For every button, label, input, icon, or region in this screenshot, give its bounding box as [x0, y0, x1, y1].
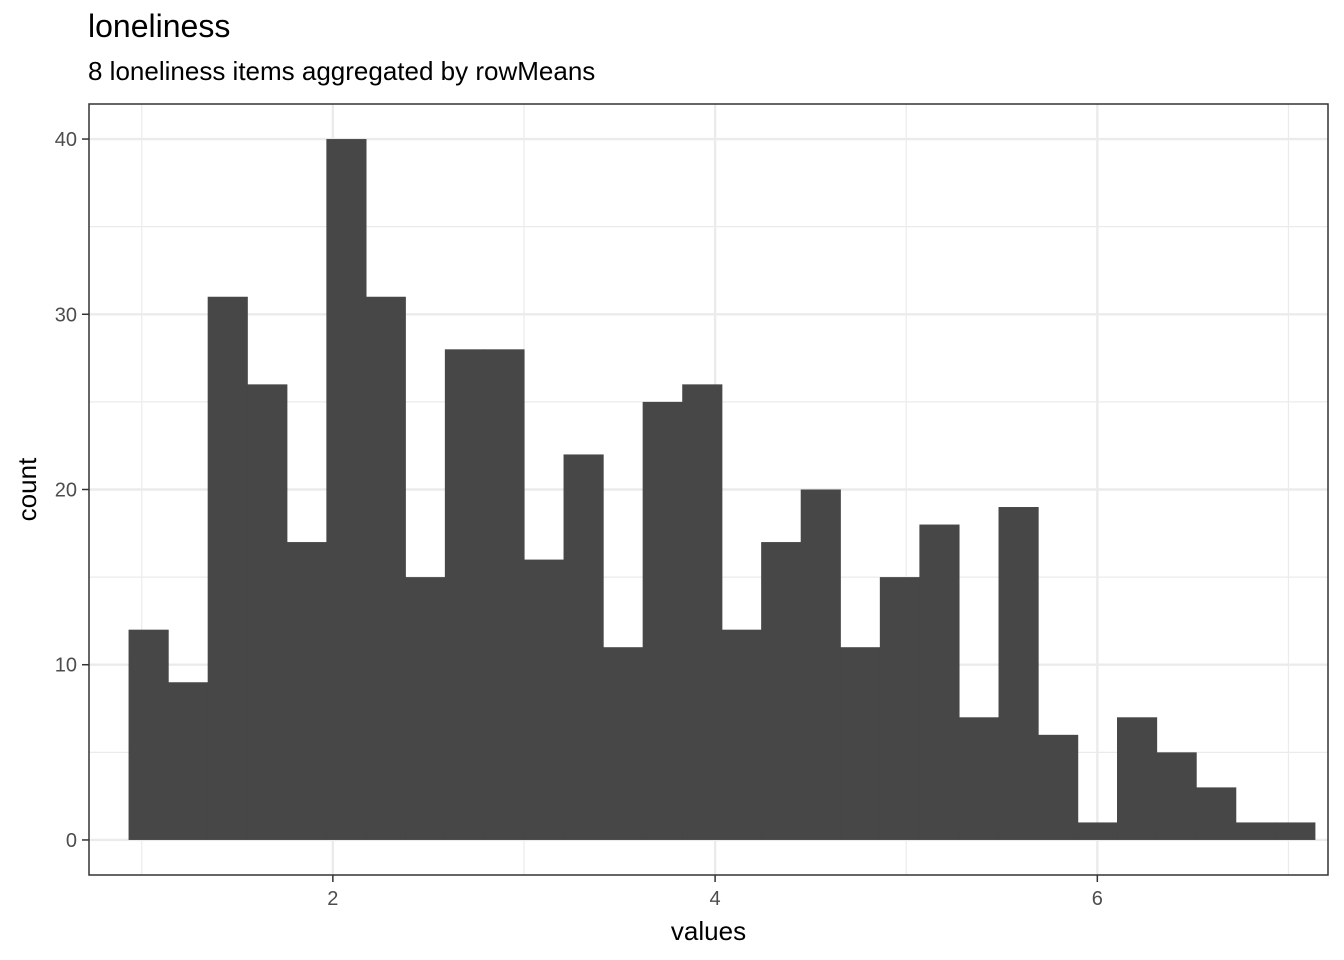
histogram-bar	[1156, 752, 1197, 840]
histogram-bar	[168, 682, 209, 840]
histogram-bar	[563, 454, 604, 840]
histogram-bar	[840, 647, 881, 840]
y-axis-title: count	[12, 457, 42, 521]
histogram-bar	[879, 577, 920, 840]
bars-layer	[128, 139, 1316, 840]
histogram-bar	[326, 139, 367, 840]
histogram-bar	[1038, 734, 1079, 840]
histogram-bar	[642, 401, 683, 840]
histogram-bar	[1196, 787, 1237, 840]
y-tick-label: 40	[55, 129, 77, 151]
histogram-bar	[444, 349, 485, 840]
histogram-bar	[128, 629, 169, 840]
histogram-bar	[1077, 822, 1118, 840]
histogram-bar	[721, 629, 762, 840]
x-axis-title: values	[671, 916, 746, 946]
x-tick-label: 4	[710, 888, 721, 910]
y-tick-label: 20	[55, 480, 77, 502]
histogram-bar	[682, 384, 723, 840]
y-tick-label: 10	[55, 655, 77, 677]
chart-title: loneliness	[88, 8, 231, 44]
histogram-bar	[1117, 717, 1158, 840]
histogram-bar	[1235, 822, 1276, 840]
histogram-bar	[919, 524, 960, 840]
histogram-bar	[800, 489, 841, 840]
histogram-bar	[761, 542, 802, 840]
histogram-bar	[405, 577, 446, 840]
x-tick-label: 6	[1092, 888, 1103, 910]
histogram-bar	[247, 384, 288, 840]
y-tick-label: 30	[55, 304, 77, 326]
histogram-bar	[207, 296, 248, 840]
x-tick-label: 2	[327, 888, 338, 910]
histogram-bar	[365, 296, 406, 840]
histogram-bar	[958, 717, 1000, 840]
chart-subtitle: 8 loneliness items aggregated by rowMean…	[88, 56, 596, 86]
histogram-bar	[1275, 822, 1316, 840]
histogram-bar	[998, 507, 1039, 840]
histogram-bar	[286, 542, 327, 840]
axis-layer: 2 4 6 0 10 20 30 40	[55, 129, 1103, 910]
y-tick-label: 0	[66, 830, 77, 852]
histogram-bar	[484, 349, 525, 840]
histogram-bar	[603, 647, 644, 840]
histogram-bar	[523, 559, 565, 840]
